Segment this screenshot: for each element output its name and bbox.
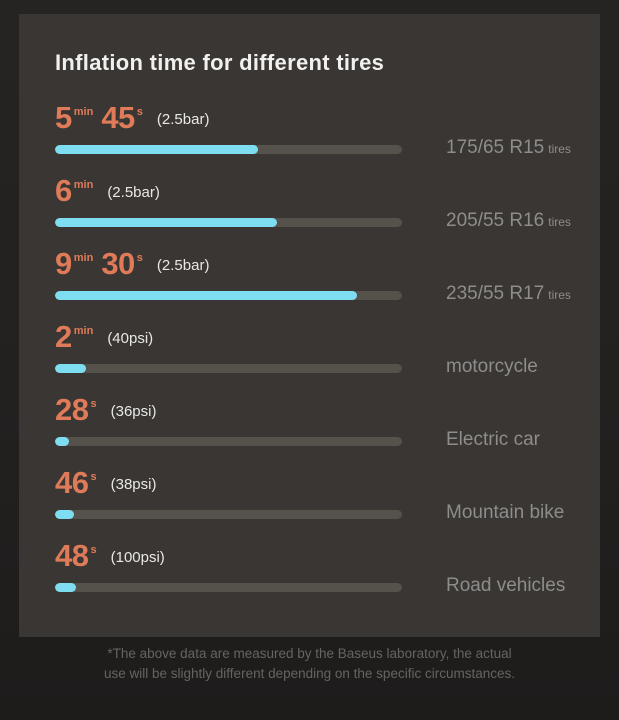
time-value: 2 bbox=[55, 319, 72, 354]
progress-fill bbox=[55, 218, 278, 227]
chart-title: Inflation time for different tires bbox=[55, 50, 385, 75]
time-unit: s bbox=[90, 471, 97, 483]
chart-row-electric-car: 28 s (36psi) Electric car bbox=[55, 394, 564, 450]
time-label: 6 min (2.5bar) bbox=[55, 175, 402, 209]
tire-type-label: 205/55 R16 tires bbox=[446, 210, 571, 232]
tire-type-main: 235/55 R17 bbox=[446, 283, 545, 304]
time-unit: min bbox=[73, 252, 94, 264]
progress-fill bbox=[55, 364, 87, 373]
footer-note-line2: use will be slightly different depending… bbox=[104, 666, 515, 681]
time-unit: s bbox=[136, 106, 143, 118]
time-label: 9 min 30 s (2.5bar) bbox=[55, 248, 402, 282]
time-value: 5 bbox=[55, 100, 72, 135]
row-measure-area: 48 s (100psi) bbox=[55, 540, 402, 592]
time-label: 5 min 45 s (2.5bar) bbox=[55, 102, 402, 136]
time-label: 28 s (36psi) bbox=[55, 394, 402, 428]
time-label: 2 min (40psi) bbox=[55, 321, 402, 355]
progress-fill bbox=[55, 510, 75, 519]
infographic-panel: Inflation time for different tires 5 min 4… bbox=[19, 14, 600, 637]
row-measure-area: 9 min 30 s (2.5bar) bbox=[55, 248, 402, 300]
progress-track bbox=[55, 583, 402, 592]
pressure-label: (2.5bar) bbox=[107, 184, 160, 201]
tire-type-label: Electric car bbox=[446, 429, 540, 451]
time-value: 6 bbox=[55, 173, 72, 208]
progress-track bbox=[55, 145, 402, 154]
tire-type-main: 205/55 R16 bbox=[446, 210, 545, 231]
row-measure-area: 5 min 45 s (2.5bar) bbox=[55, 102, 402, 154]
pressure-label: (2.5bar) bbox=[156, 257, 210, 274]
tire-type-label: Mountain bike bbox=[446, 502, 564, 524]
pressure-label: (40psi) bbox=[107, 330, 154, 347]
tire-type-label: 235/55 R17 tires bbox=[446, 283, 571, 305]
chart-row-motorcycle: 2 min (40psi) motorcycle bbox=[55, 321, 564, 377]
time-value: 46 bbox=[55, 465, 89, 500]
time-value: 48 bbox=[55, 538, 89, 573]
time-unit: s bbox=[136, 252, 143, 264]
progress-track bbox=[55, 437, 402, 446]
progress-fill bbox=[55, 145, 258, 154]
tire-type-main: Electric car bbox=[446, 429, 540, 450]
time-value: 9 bbox=[55, 246, 72, 281]
progress-track bbox=[55, 218, 402, 227]
tire-type-suffix: tires bbox=[548, 142, 571, 156]
tire-type-label: motorcycle bbox=[446, 356, 538, 378]
tire-type-main: Road vehicles bbox=[446, 575, 566, 596]
time-unit: s bbox=[90, 544, 97, 556]
progress-track bbox=[55, 510, 402, 519]
chart-rows: 5 min 45 s (2.5bar) 175/65 R15 tires 6 min (2.5… bbox=[55, 102, 571, 596]
progress-fill bbox=[55, 291, 357, 300]
chart-row-road-vehicles: 48 s (100psi) Road vehicles bbox=[55, 540, 565, 596]
time-unit: min bbox=[73, 179, 94, 191]
footer-note: *The above data are measured by the Base… bbox=[0, 644, 619, 684]
time-unit: min bbox=[73, 106, 94, 118]
chart-row-mountain-bike: 46 s (38psi) Mountain bike bbox=[55, 467, 564, 523]
time-label: 48 s (100psi) bbox=[55, 540, 402, 574]
tire-type-suffix: tires bbox=[548, 288, 571, 302]
progress-track bbox=[55, 364, 402, 373]
tire-type-main: motorcycle bbox=[446, 356, 538, 377]
time-unit: s bbox=[90, 398, 97, 410]
pressure-label: (2.5bar) bbox=[156, 111, 210, 128]
progress-fill bbox=[55, 583, 76, 592]
chart-row-r16: 6 min (2.5bar) 205/55 R16 tires bbox=[55, 175, 571, 231]
chart-row-r15: 5 min 45 s (2.5bar) 175/65 R15 tires bbox=[55, 102, 571, 158]
time-value: 28 bbox=[55, 392, 89, 427]
time-value: 30 bbox=[101, 246, 135, 281]
chart-row-r17: 9 min 30 s (2.5bar) 235/55 R17 tires bbox=[55, 248, 571, 304]
tire-type-main: Mountain bike bbox=[446, 502, 565, 523]
row-measure-area: 46 s (38psi) bbox=[55, 467, 402, 519]
pressure-label: (38psi) bbox=[110, 476, 157, 493]
progress-track bbox=[55, 291, 402, 300]
tire-type-suffix: tires bbox=[548, 215, 571, 229]
tire-type-main: 175/65 R15 bbox=[446, 137, 545, 158]
tire-type-label: Road vehicles bbox=[446, 575, 565, 597]
progress-fill bbox=[55, 437, 69, 446]
tire-type-label: 175/65 R15 tires bbox=[446, 137, 571, 159]
row-measure-area: 2 min (40psi) bbox=[55, 321, 402, 373]
footer-note-line1: *The above data are measured by the Base… bbox=[107, 646, 512, 661]
row-measure-area: 6 min (2.5bar) bbox=[55, 175, 402, 227]
time-value: 45 bbox=[101, 100, 135, 135]
time-unit: min bbox=[73, 325, 94, 337]
row-measure-area: 28 s (36psi) bbox=[55, 394, 402, 446]
pressure-label: (100psi) bbox=[110, 549, 165, 566]
pressure-label: (36psi) bbox=[110, 403, 157, 420]
time-label: 46 s (38psi) bbox=[55, 467, 402, 501]
